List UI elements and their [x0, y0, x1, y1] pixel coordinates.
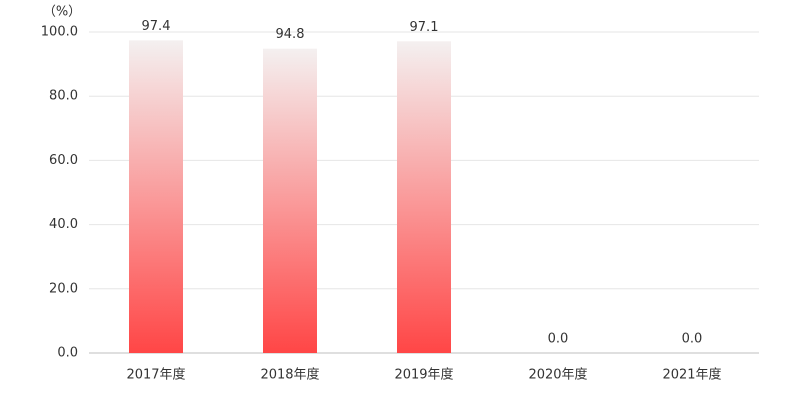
x-tick-label: 2017年度: [126, 367, 185, 383]
unit-label: （%）: [43, 5, 81, 20]
bar: [129, 40, 183, 353]
x-tick-label: 2018年度: [260, 367, 319, 383]
y-tick-label: 80.0: [49, 89, 78, 104]
y-tick-label: 40.0: [49, 217, 78, 232]
value-label: 0.0: [548, 332, 569, 347]
y-tick-label: 0.0: [57, 346, 78, 361]
x-tick-label: 2019年度: [394, 367, 453, 383]
bar: [263, 48, 317, 353]
x-tick-label: 2021年度: [662, 367, 721, 383]
y-tick-label: 100.0: [41, 25, 78, 40]
y-tick-label: 60.0: [49, 153, 78, 168]
bar: [397, 41, 451, 354]
value-label: 97.1: [410, 20, 439, 35]
x-tick-label: 2020年度: [528, 367, 587, 383]
y-tick-label: 20.0: [49, 281, 78, 296]
value-label: 94.8: [276, 27, 305, 42]
value-label: 0.0: [682, 332, 703, 347]
value-label: 97.4: [142, 19, 171, 34]
